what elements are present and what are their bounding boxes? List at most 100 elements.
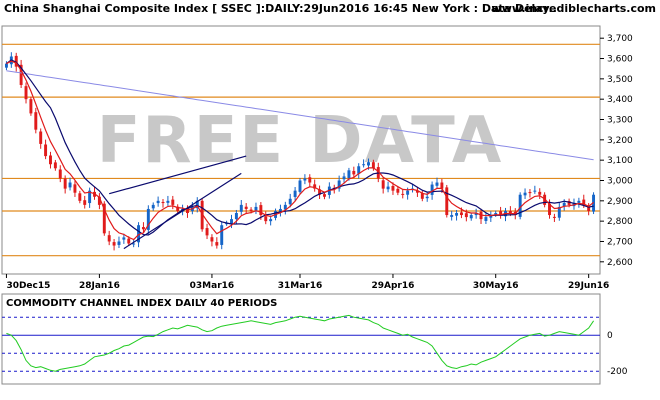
candle-body <box>112 242 116 246</box>
x-tick-label: 03Mar16 <box>190 281 235 291</box>
candle-body <box>391 185 395 191</box>
candle-body <box>337 180 341 189</box>
candle-body <box>552 216 556 218</box>
candle-body <box>401 193 405 195</box>
candle-body <box>469 215 473 219</box>
watermark: FREE DATA <box>97 104 504 178</box>
y-tick-label: 3,300 <box>607 116 633 126</box>
candle-body <box>386 186 390 190</box>
candle-body <box>445 187 449 216</box>
trend-line <box>109 155 247 195</box>
candle-body <box>161 202 165 204</box>
candle-body <box>567 201 571 205</box>
y-tick-label: 3,100 <box>607 156 633 166</box>
candle-body <box>283 204 287 210</box>
y-tick-label: 3,700 <box>607 34 633 44</box>
cci-title: COMMODITY CHANNEL INDEX DAILY 40 PERIODS <box>6 298 277 309</box>
candle-body <box>455 213 459 216</box>
y-tick-label: 3,500 <box>607 75 633 85</box>
candle-body <box>34 112 38 130</box>
candle-body <box>371 162 375 169</box>
trend-lines <box>109 155 247 250</box>
x-tick-label: 29Jun16 <box>568 281 609 291</box>
candle-body <box>186 208 189 214</box>
candle-body <box>582 199 586 205</box>
candle-body <box>562 202 566 207</box>
candle-body <box>308 177 312 183</box>
candle-body <box>53 162 57 169</box>
y-tick-label: 2,700 <box>607 237 633 247</box>
candle-body <box>4 63 8 68</box>
trend-line <box>123 172 242 250</box>
candle-body <box>499 211 503 216</box>
candle-body <box>288 198 292 205</box>
y-tick-label: 2,600 <box>607 258 633 268</box>
x-tick-label: 30Dec15 <box>6 281 50 291</box>
candle-body <box>195 200 199 209</box>
candle-body <box>303 178 307 181</box>
candle-body <box>357 166 361 174</box>
candle-body <box>415 190 419 193</box>
candle-body <box>254 206 258 211</box>
candle-body <box>347 170 351 179</box>
candle-body <box>278 208 282 213</box>
candle-body <box>200 200 204 230</box>
candle-body <box>450 215 454 217</box>
candle-body <box>210 237 214 242</box>
y-tick-label: 2,800 <box>607 217 633 227</box>
candle-body <box>117 241 121 245</box>
candle-body <box>435 182 439 186</box>
x-tick-label: 30May16 <box>473 281 519 291</box>
candle-body <box>24 86 28 100</box>
candle-body <box>440 182 444 189</box>
candle-body <box>58 169 62 179</box>
candle-body <box>171 199 175 205</box>
candle-body <box>474 213 478 216</box>
candle-body <box>83 200 87 205</box>
candle-body <box>14 55 18 67</box>
candle-body <box>459 212 463 216</box>
candle-body <box>381 180 385 189</box>
candle-body <box>215 242 219 246</box>
candle-body <box>166 200 170 203</box>
candle-body <box>523 192 527 196</box>
candle-body <box>230 219 233 225</box>
candle-body <box>102 203 106 234</box>
candle-body <box>73 184 77 193</box>
candle-body <box>146 208 150 230</box>
candle-body <box>587 206 591 211</box>
candle-body <box>244 206 248 209</box>
candle-body <box>533 190 537 192</box>
price-axis: 2,600 2,700 2,800 2,900 3,000 3,100 3,200 3,300… <box>600 34 633 268</box>
candle-body <box>156 200 160 204</box>
candle-body <box>137 225 141 243</box>
cci-series-line <box>6 314 595 372</box>
candle-body <box>239 204 243 212</box>
candle-body <box>141 227 145 230</box>
y-tick-label: 2,900 <box>607 197 633 207</box>
candle-body <box>557 206 561 218</box>
candle-body <box>205 228 209 236</box>
ma-long-line <box>6 70 594 161</box>
candle-body <box>528 192 532 194</box>
candle-body <box>88 190 92 204</box>
candle-body <box>249 209 253 211</box>
candle-body <box>298 180 302 192</box>
candle-body <box>484 217 488 221</box>
x-tick-label: 28Jan16 <box>79 281 120 291</box>
chart-title: China Shanghai Composite Index [ SSEC ]:… <box>4 2 557 15</box>
candle-body <box>107 235 111 242</box>
candle-body <box>234 213 238 220</box>
candle-body <box>538 191 542 195</box>
price-panel <box>1 25 601 275</box>
candle-body <box>122 237 126 240</box>
candle-body <box>425 196 429 199</box>
candle-body <box>220 225 224 245</box>
candle-body <box>132 243 136 245</box>
candle-body <box>396 188 400 193</box>
y-tick-label: 3,600 <box>607 55 633 65</box>
candle-body <box>464 213 468 218</box>
candle-body <box>19 64 23 85</box>
cci-line <box>6 314 595 372</box>
